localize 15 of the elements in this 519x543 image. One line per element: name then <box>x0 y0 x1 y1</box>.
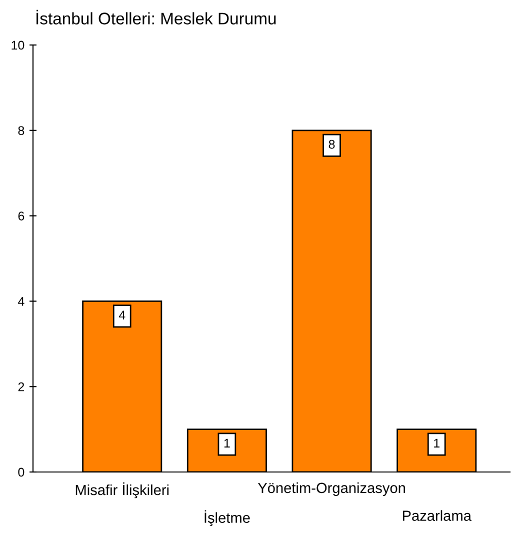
data-label: 8 <box>328 140 335 149</box>
data-label: 1 <box>224 438 230 448</box>
x-tick-label: Misafir İlişkileri <box>76 482 169 498</box>
y-tick-label: 0 <box>18 468 24 477</box>
y-tick-label: 6 <box>18 212 24 220</box>
x-tick-label: Yönetim-Organizasyon <box>258 482 406 496</box>
data-label: 4 <box>118 310 126 320</box>
y-tick-label: 10 <box>12 40 24 50</box>
x-tick-label: İşletme <box>204 510 250 526</box>
y-tick-label: 4 <box>18 297 24 306</box>
y-tick-label: 2 <box>18 382 24 392</box>
y-tick-label: 8 <box>18 126 24 136</box>
x-tick-label: Pazarlama <box>402 510 472 521</box>
chart-title: İstanbul Otelleri: Meslek Durumu <box>36 10 276 24</box>
data-label: 1 <box>434 438 440 448</box>
